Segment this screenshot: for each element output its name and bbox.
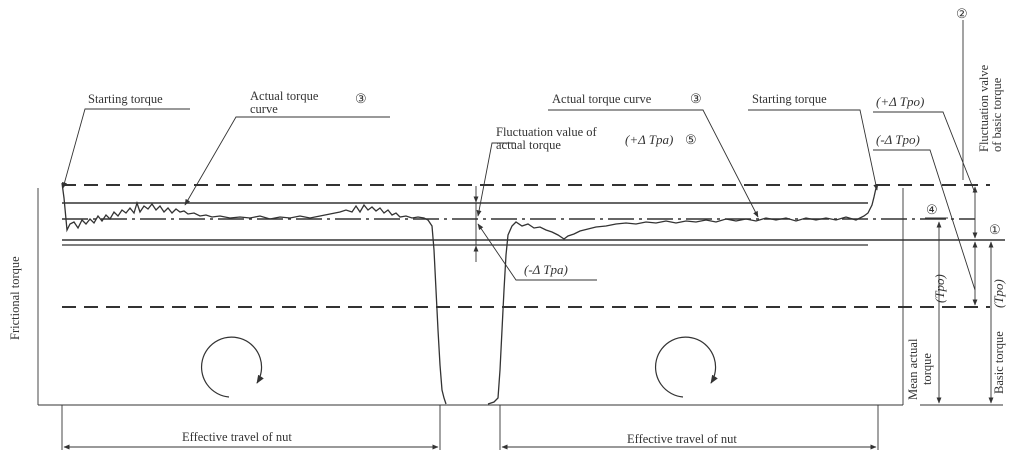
label-minus-delta-tpa: (-Δ Tpa) (524, 262, 568, 277)
label-actual-torque-curve-right: Actual torque curve (552, 92, 652, 106)
label-circle3-left: ③ (355, 91, 367, 106)
label-fluctuation-actual-1: Fluctuation value of (496, 125, 598, 139)
label-tpo-paren-mean: (Tpo) (932, 274, 947, 303)
rotation-arrow-icon-right (654, 336, 718, 398)
actual-torque-curve-left (61, 182, 447, 405)
travel-dimensions (61, 405, 879, 450)
label-circle2: ② (956, 6, 968, 21)
label-fluctuation-actual-2: actual torque (496, 138, 561, 152)
actual-torque-curve-right (487, 187, 877, 405)
label-circle5: ⑤ (685, 132, 697, 147)
label-mean-actual-torque-1: Mean actual (906, 338, 920, 400)
label-plus-delta-tpo: (+Δ Tpo) (876, 94, 924, 109)
rotation-arrow-icon-left (200, 336, 264, 398)
label-effective-travel-left: Effective travel of nut (182, 430, 292, 444)
label-starting-torque-right: Starting torque (752, 92, 827, 106)
label-fluctuation-basic-1: Fluctuation valve (977, 64, 991, 152)
label-tpo-paren-basic: (Tpo) (991, 279, 1006, 308)
label-basic-torque: Basic torque (992, 331, 1006, 394)
label-effective-travel-right: Effective travel of nut (627, 432, 737, 446)
label-actual-torque-curve-left-1: Actual torque (250, 89, 319, 103)
label-plus-delta-tpa: (+Δ Tpa) (625, 132, 673, 147)
right-dimensions (920, 20, 1003, 406)
label-circle4: ④ (926, 202, 938, 217)
label-circle1: ① (989, 222, 1001, 237)
leader-lines (62, 108, 976, 291)
label-actual-torque-curve-left-2: curve (250, 102, 278, 116)
plot-frame (37, 188, 904, 406)
label-minus-delta-tpo: (-Δ Tpo) (876, 132, 920, 147)
label-starting-torque-left: Starting torque (88, 92, 163, 106)
label-mean-actual-torque-2: torque (920, 353, 934, 385)
label-circle3-right: ③ (690, 91, 702, 106)
label-fluctuation-basic-2: of basic torque (990, 77, 1004, 152)
label-frictional-torque: Frictional torque (8, 256, 22, 340)
